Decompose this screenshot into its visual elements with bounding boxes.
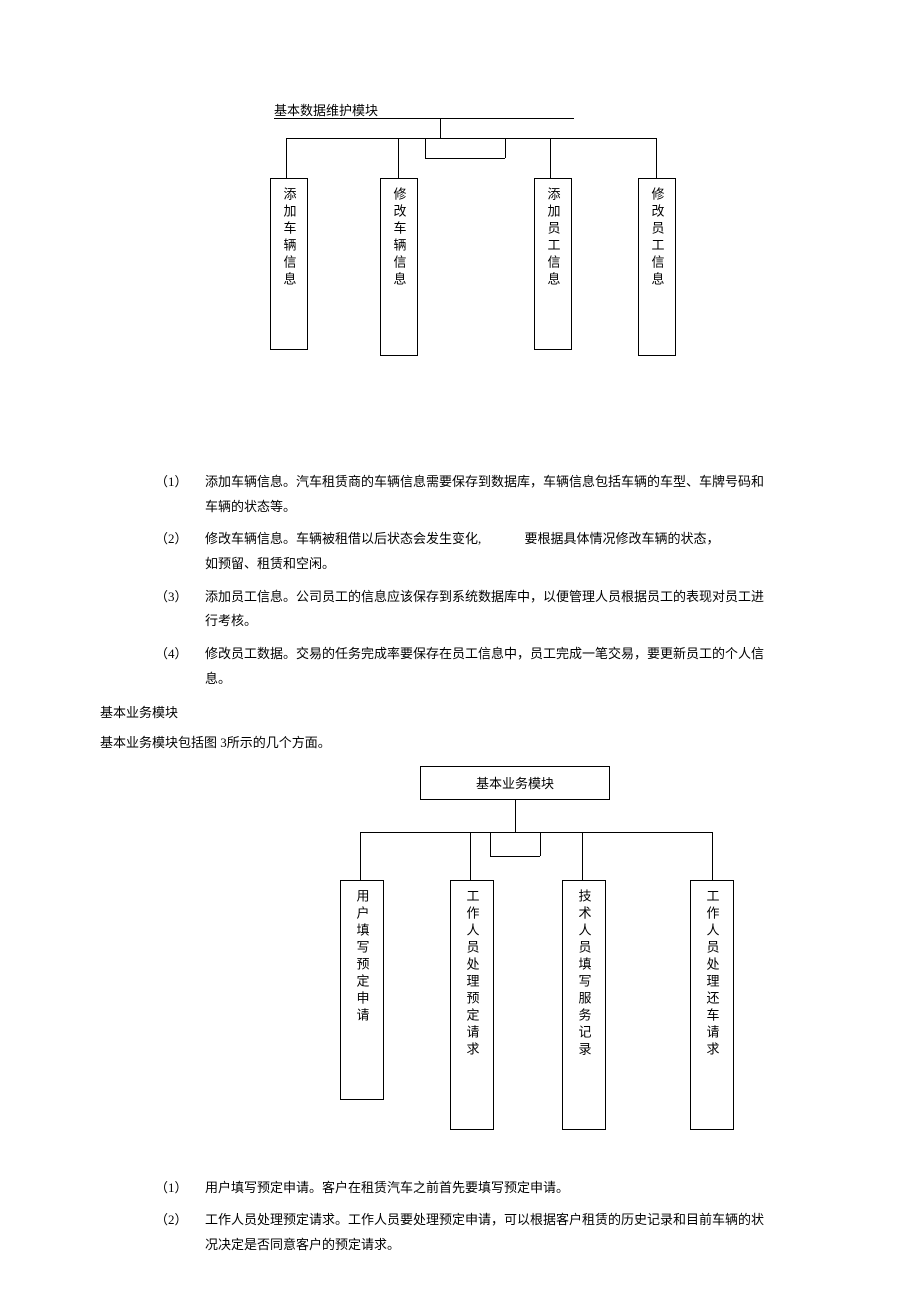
item-text: 添加车辆信息。汽车租赁商的车辆信息需要保存到数据库，车辆信息包括车辆的车型、车牌… [205, 470, 765, 519]
item-text: 工作人员处理预定请求。工作人员要处理预定申请，可以根据客户租赁的历史记录和目前车… [205, 1208, 765, 1257]
diagram1-box-1: 添加车辆信息 [270, 178, 308, 350]
section1-item-3: （3） 添加员工信息。公司员工的信息应该保存到系统数据库中，以便管理人员根据员工… [155, 585, 765, 634]
data-maintenance-diagram: 基本数据维护模块 添加车辆信息 修改车辆信息 添加员工信息 修改员工信息 [250, 100, 750, 380]
diagram1-box-3: 添加员工信息 [534, 178, 572, 350]
section1-content: （1） 添加车辆信息。汽车租赁商的车辆信息需要保存到数据库，车辆信息包括车辆的车… [50, 470, 870, 756]
section1-heading: 基本业务模块 [100, 700, 765, 726]
diagram1-box-3-label: 添加员工信息 [544, 179, 563, 289]
item-number: （3） [155, 585, 205, 610]
diagram1-title: 基本数据维护模块 [274, 100, 378, 119]
item-text: 修改车辆信息。车辆被租借以后状态会发生变化, 要根据具体情况修改车辆的状态， 如… [205, 527, 765, 576]
section1-item-1: （1） 添加车辆信息。汽车租赁商的车辆信息需要保存到数据库，车辆信息包括车辆的车… [155, 470, 765, 519]
diagram1-box-2-label: 修改车辆信息 [390, 179, 409, 289]
diagram1-box-4: 修改员工信息 [638, 178, 676, 356]
diagram2-title-box: 基本业务模块 [420, 766, 610, 800]
diagram2-box-1: 用户填写预定申请 [340, 880, 384, 1100]
item-text-c: 如预留、租赁和空闲。 [205, 556, 335, 571]
diagram2-box-4-label: 工作人员处理还车请求 [703, 881, 722, 1059]
diagram1-box-4-label: 修改员工信息 [648, 179, 667, 289]
item-text: 修改员工数据。交易的任务完成率要保存在员工信息中，员工完成一笔交易，要更新员工的… [205, 642, 765, 691]
section2-item-1: （1） 用户填写预定申请。客户在租赁汽车之前首先要填写预定申请。 [155, 1176, 765, 1201]
section2-item-2: （2） 工作人员处理预定请求。工作人员要处理预定申请，可以根据客户租赁的历史记录… [155, 1208, 765, 1257]
diagram2-box-3: 技术人员填写服务记录 [562, 880, 606, 1130]
section1-subtext: 基本业务模块包括图 3所示的几个方面。 [100, 730, 765, 756]
diagram2-box-4: 工作人员处理还车请求 [690, 880, 734, 1130]
item-number: （1） [155, 470, 205, 495]
diagram2-box-2: 工作人员处理预定请求 [450, 880, 494, 1130]
section1-item-4: （4） 修改员工数据。交易的任务完成率要保存在员工信息中，员工完成一笔交易，要更… [155, 642, 765, 691]
item-number: （1） [155, 1176, 205, 1201]
item-text-a: 修改车辆信息。车辆被租借以后状态会发生变化, [205, 531, 481, 546]
section1-item-2: （2） 修改车辆信息。车辆被租借以后状态会发生变化, 要根据具体情况修改车辆的状… [155, 527, 765, 576]
diagram1-box-2: 修改车辆信息 [380, 178, 418, 356]
item-number: （2） [155, 1208, 205, 1233]
item-number: （4） [155, 642, 205, 667]
item-text: 用户填写预定申请。客户在租赁汽车之前首先要填写预定申请。 [205, 1176, 765, 1201]
business-module-diagram: 基本业务模块 用户填写预定申请 工作人员处理预定请求 技术人员填写服务记录 工作… [310, 766, 770, 1166]
section2-content: （1） 用户填写预定申请。客户在租赁汽车之前首先要填写预定申请。 （2） 工作人… [50, 1176, 870, 1258]
diagram2-title: 基本业务模块 [468, 769, 562, 796]
diagram2-box-3-label: 技术人员填写服务记录 [575, 881, 594, 1059]
diagram2-box-2-label: 工作人员处理预定请求 [463, 881, 482, 1059]
item-text: 添加员工信息。公司员工的信息应该保存到系统数据库中，以便管理人员根据员工的表现对… [205, 585, 765, 634]
diagram1-box-1-label: 添加车辆信息 [280, 179, 299, 289]
item-number: （2） [155, 527, 205, 552]
diagram2-box-1-label: 用户填写预定申请 [353, 881, 372, 1025]
item-text-b: 要根据具体情况修改车辆的状态， [525, 531, 720, 546]
